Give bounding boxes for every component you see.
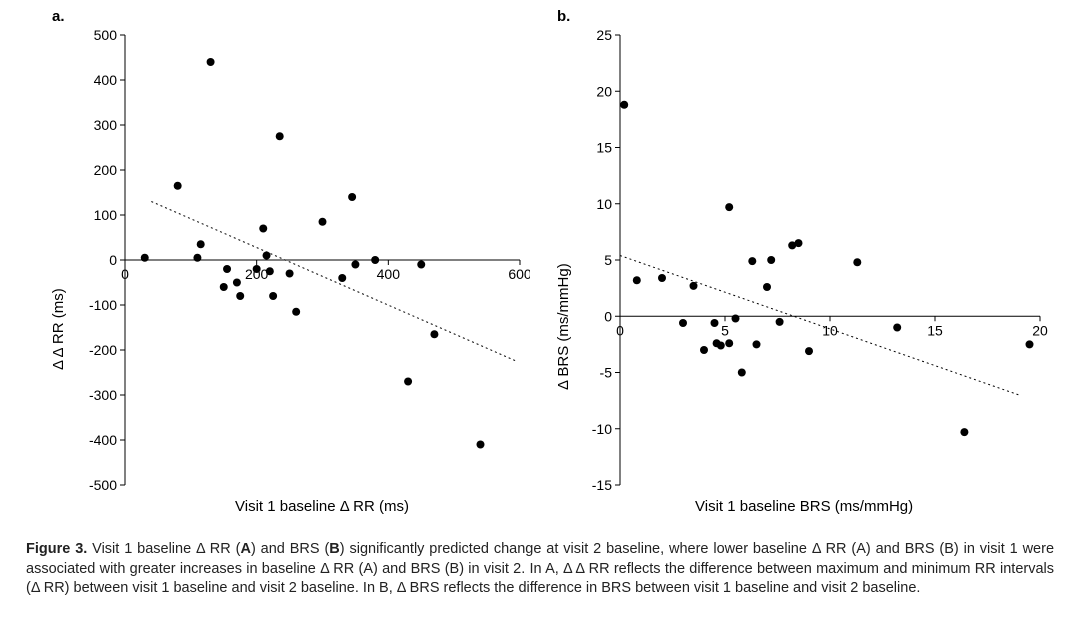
svg-text:20: 20 xyxy=(596,83,612,99)
panel-b-ylabel: Δ BRS (ms/mmHg) xyxy=(555,263,572,390)
caption-bold-a: A xyxy=(240,541,250,557)
svg-text:400: 400 xyxy=(377,266,401,282)
svg-text:15: 15 xyxy=(596,140,612,156)
svg-text:100: 100 xyxy=(94,207,118,223)
svg-text:5: 5 xyxy=(721,322,729,338)
svg-text:25: 25 xyxy=(596,27,612,43)
caption-bold-b: B xyxy=(329,541,339,557)
svg-text:-10: -10 xyxy=(592,421,612,437)
svg-text:300: 300 xyxy=(94,117,118,133)
figure-page: a. Δ Δ RR (ms) Visit 1 baseline Δ RR (ms… xyxy=(0,0,1080,641)
svg-text:0: 0 xyxy=(616,322,624,338)
svg-text:500: 500 xyxy=(94,27,118,43)
svg-text:-15: -15 xyxy=(592,477,612,493)
panel-a: a. Δ Δ RR (ms) Visit 1 baseline Δ RR (ms… xyxy=(30,0,530,530)
svg-text:10: 10 xyxy=(596,196,612,212)
caption-text-2: ) and BRS ( xyxy=(251,541,329,557)
svg-text:0: 0 xyxy=(121,266,129,282)
svg-text:400: 400 xyxy=(94,72,118,88)
panel-a-ylabel: Δ Δ RR (ms) xyxy=(50,288,67,370)
panel-b: b. Δ BRS (ms/mmHg) Visit 1 baseline BRS … xyxy=(535,0,1055,530)
svg-text:-5: -5 xyxy=(600,365,613,381)
svg-text:-100: -100 xyxy=(89,297,117,313)
svg-text:600: 600 xyxy=(508,266,530,282)
figure-caption: Figure 3. Visit 1 baseline Δ RR (A) and … xyxy=(26,540,1054,599)
panel-a-xlabel: Visit 1 baseline Δ RR (ms) xyxy=(235,498,409,515)
svg-text:0: 0 xyxy=(109,252,117,268)
caption-lead: Figure 3. xyxy=(26,541,87,557)
caption-text-1: Visit 1 baseline Δ RR ( xyxy=(87,541,240,557)
svg-text:5: 5 xyxy=(604,252,612,268)
panel-a-plot: -500-400-300-200-10001002003004005000200… xyxy=(30,0,530,530)
svg-text:0: 0 xyxy=(604,308,612,324)
svg-text:200: 200 xyxy=(94,162,118,178)
panel-b-label: b. xyxy=(557,8,570,25)
panel-a-label: a. xyxy=(52,8,65,25)
svg-text:-500: -500 xyxy=(89,477,117,493)
svg-text:-400: -400 xyxy=(89,432,117,448)
panel-b-plot: -15 -10 -5 0 5 10 15 20 25 0 5 10 15 20 xyxy=(535,0,1055,530)
svg-text:15: 15 xyxy=(927,322,943,338)
svg-text:20: 20 xyxy=(1032,322,1048,338)
svg-text:-200: -200 xyxy=(89,342,117,358)
svg-text:-300: -300 xyxy=(89,387,117,403)
svg-text:10: 10 xyxy=(822,322,838,338)
charts-row: a. Δ Δ RR (ms) Visit 1 baseline Δ RR (ms… xyxy=(0,0,1080,530)
panel-b-xlabel: Visit 1 baseline BRS (ms/mmHg) xyxy=(695,498,913,515)
